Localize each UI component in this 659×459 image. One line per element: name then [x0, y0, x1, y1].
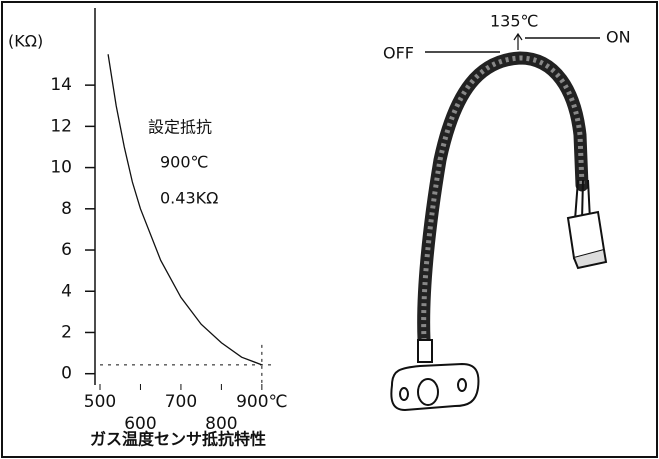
- y-tick-label: 14: [50, 75, 72, 95]
- flange: [390, 362, 480, 412]
- y-axis-label: (KΩ): [8, 32, 43, 51]
- arrow: [513, 32, 523, 50]
- cable-texture: [421, 55, 585, 356]
- on-label: ON: [606, 28, 631, 47]
- off-label: OFF: [383, 44, 414, 63]
- sensor-tip: [417, 378, 439, 406]
- x-tick-label: 600: [124, 414, 156, 434]
- annotation: 900℃: [160, 153, 209, 172]
- data-line: [107, 54, 263, 366]
- y-tick-label: 8: [61, 199, 72, 219]
- y-tick-label: 6: [61, 240, 72, 260]
- hole: [457, 378, 467, 392]
- connector-side: [573, 249, 608, 270]
- chart-title: ガス温度センサ抵抗特性: [90, 430, 266, 449]
- x-tick-label: 500: [84, 392, 116, 412]
- annotation: 0.43KΩ: [160, 189, 218, 208]
- temperature-label: 135℃: [490, 12, 539, 31]
- hole: [399, 387, 409, 401]
- connector: [566, 210, 606, 260]
- x-tick-label: 800: [205, 414, 237, 434]
- y-tick-label: 4: [61, 281, 72, 301]
- y-tick-label: 12: [50, 116, 72, 136]
- x-tick-label: 900℃: [236, 392, 288, 412]
- cable: [417, 51, 589, 362]
- y-tick-label: 10: [50, 158, 72, 178]
- sensor-drawing: [390, 32, 608, 412]
- annotation: 設定抵抗: [148, 118, 212, 137]
- y-tick-label: 2: [61, 322, 72, 342]
- y-tick-label: 0: [61, 364, 72, 384]
- x-tick-label: 700: [165, 392, 197, 412]
- sleeve: [417, 339, 433, 363]
